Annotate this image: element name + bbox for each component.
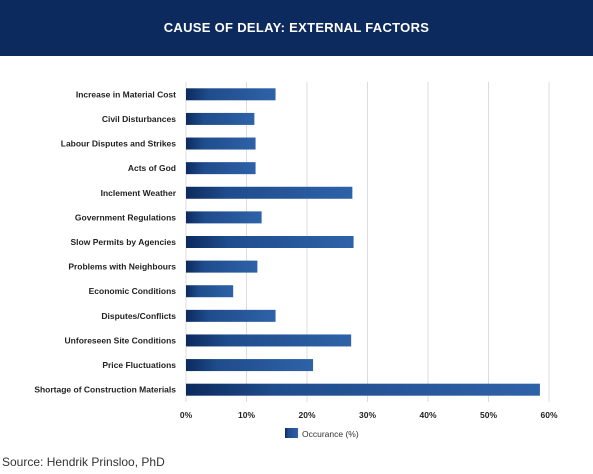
- legend: Occurance (%): [285, 428, 359, 439]
- category-label: Problems with Neighbours: [68, 262, 176, 272]
- x-tick-label: 60%: [540, 410, 557, 420]
- chart-header: CAUSE OF DELAY: EXTERNAL FACTORS: [0, 0, 593, 56]
- bar: [186, 112, 255, 125]
- category-label: Acts of God: [128, 163, 176, 173]
- source-note: Source: Hendrik Prinsloo, PhD: [2, 455, 165, 469]
- category-label: Shortage of Construction Materials: [34, 385, 176, 395]
- bar: [186, 162, 256, 175]
- category-label: Increase in Material Cost: [76, 89, 176, 99]
- bar: [186, 309, 276, 322]
- bar: [186, 186, 353, 199]
- bar: [186, 359, 314, 372]
- bar: [186, 383, 540, 396]
- bar-chart: Increase in Material Cost Civil Disturban…: [34, 82, 558, 439]
- chart-title: CAUSE OF DELAY: EXTERNAL FACTORS: [163, 20, 430, 35]
- category-label: Economic Conditions: [89, 286, 177, 296]
- x-tick-label: 20%: [298, 410, 315, 420]
- x-tick-label: 40%: [419, 410, 436, 420]
- category-label: Civil Disturbances: [102, 114, 176, 124]
- category-label: Unforeseen Site Conditions: [65, 335, 177, 345]
- bar: [186, 211, 262, 224]
- category-labels: Increase in Material Cost Civil Disturban…: [34, 89, 176, 394]
- bars: [186, 88, 540, 396]
- category-label: Labour Disputes and Strikes: [61, 139, 177, 149]
- bar: [186, 260, 258, 273]
- bar: [186, 137, 256, 150]
- x-tick-labels: 0% 10% 20% 30% 40% 50% 60%: [180, 410, 558, 420]
- bar: [186, 285, 234, 298]
- bar: [186, 334, 352, 347]
- legend-swatch: [285, 428, 298, 438]
- bar: [186, 88, 276, 101]
- category-label: Slow Permits by Agencies: [71, 237, 177, 247]
- x-tick-label: 10%: [238, 410, 255, 420]
- x-tick-label: 0%: [180, 410, 193, 420]
- x-tick-label: 30%: [359, 410, 376, 420]
- category-label: Disputes/Conflicts: [101, 311, 176, 321]
- category-label: Government Regulations: [75, 212, 176, 222]
- x-tick-label: 50%: [480, 410, 497, 420]
- legend-label: Occurance (%): [302, 429, 359, 439]
- bar: [186, 236, 354, 248]
- category-label: Price Fluctuations: [102, 360, 176, 370]
- category-label: Inclement Weather: [101, 188, 177, 198]
